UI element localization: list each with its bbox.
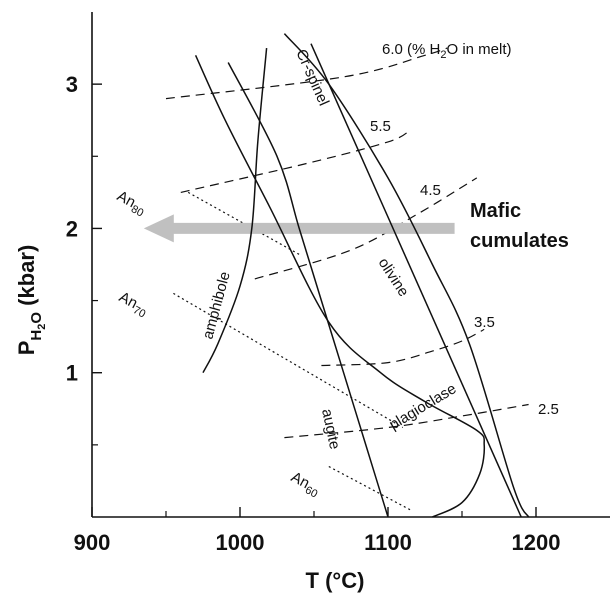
an70-label-main: An	[116, 289, 140, 313]
isopleth-6-0-line	[165, 47, 448, 100]
plagioclase-label: plagioclase	[386, 380, 459, 433]
mafic-cumulates-arrow-group: Mafic cumulates	[143, 200, 569, 252]
y-axis-title-sub-sub: 2	[36, 324, 48, 330]
y-tick-label: 2	[66, 216, 78, 241]
phase-boundaries	[194, 33, 530, 518]
an60-label-sub: 60	[303, 484, 319, 500]
cr-spinel-boundary	[310, 43, 522, 518]
y-axis-title-tail: (kbar)	[14, 245, 39, 312]
mafic-cumulates-label-line2: cumulates	[470, 230, 569, 252]
an80-label: An80	[113, 188, 149, 220]
isopleth-6-0-label-sub: 2	[440, 49, 446, 61]
y-axis-title-main: P	[14, 341, 39, 356]
y-axis-ticks: 1 2 3	[66, 72, 102, 446]
isopleth-5-5-line	[180, 129, 411, 193]
isopleth-2-5-label-main: 2.5	[538, 401, 559, 418]
y-tick-label: 1	[66, 361, 78, 386]
augite-boundary	[227, 62, 389, 518]
olivine-label: olivine	[375, 255, 412, 300]
x-axis-title: T (°C)	[306, 568, 365, 593]
isopleth-6-0-label-main: 6.0 (% H	[382, 41, 440, 58]
isopleth-5-5-label: 5.5	[370, 118, 391, 135]
isopleth-4-5-label: 4.5	[420, 182, 441, 199]
x-axis-ticks: 900 1000 1100 1200	[74, 507, 561, 555]
y-tick-label: 3	[66, 72, 78, 97]
an70-label: An70	[115, 289, 151, 321]
y-axis-title: PH2O (kbar)	[14, 245, 48, 356]
an70-label-sub: 70	[131, 304, 147, 320]
an60-line	[328, 465, 411, 511]
mafic-cumulates-label-line1: Mafic	[470, 200, 521, 222]
x-tick-label: 1200	[512, 530, 561, 555]
isopleth-6-0-label: 6.0 (% H2O in melt)	[382, 41, 512, 61]
isopleth-5-5-label-main: 5.5	[370, 118, 391, 135]
mafic-cumulates-arrow-head	[143, 214, 174, 243]
isopleth-2-5-line	[284, 403, 529, 439]
plot-frame	[91, 12, 610, 518]
an80-label-sub: 80	[129, 203, 145, 219]
isopleth-3-5-line	[321, 328, 485, 367]
y-axis-title-sub-tail: O	[28, 312, 45, 324]
water-isopleths: 6.0 (% H2O in melt) 5.5 4.5 3.5 2.5	[165, 41, 559, 439]
olivine-boundary	[283, 33, 530, 518]
an60-label-main: An	[288, 469, 312, 493]
x-tick-label: 900	[74, 530, 111, 555]
amphibole-label: amphibole	[199, 270, 233, 341]
isopleth-3-5-label: 3.5	[474, 314, 495, 331]
isopleth-6-0-label-tail: O in melt)	[446, 41, 511, 58]
augite-label: augite	[318, 407, 343, 451]
an70-line	[173, 292, 404, 429]
y-axis-title-sub-main: H	[28, 330, 45, 341]
x-tick-label: 1000	[216, 530, 265, 555]
an80-label-main: An	[114, 188, 138, 212]
an60-label: An60	[287, 469, 323, 501]
isopleth-3-5-label-main: 3.5	[474, 314, 495, 331]
isopleth-4-5-label-main: 4.5	[420, 182, 441, 199]
isopleth-2-5-label: 2.5	[538, 401, 559, 418]
x-tick-label: 1100	[364, 530, 412, 555]
isopleth-4-5-line	[254, 177, 478, 280]
plagioclase-boundary	[194, 54, 486, 518]
an80-line	[187, 191, 300, 255]
